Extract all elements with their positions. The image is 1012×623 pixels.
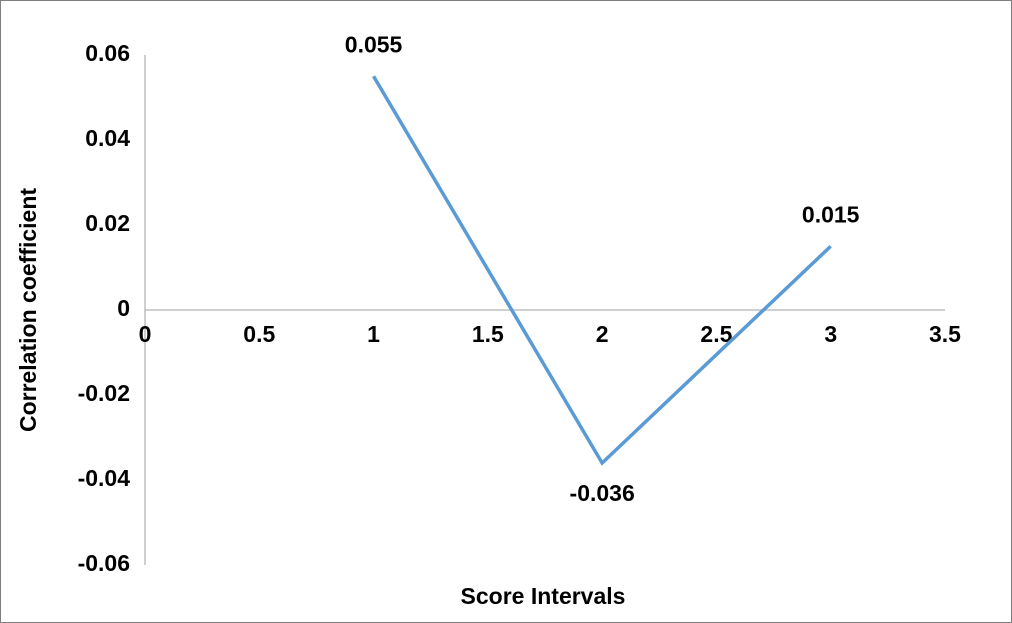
x-tick-label: 3.5: [929, 321, 961, 347]
x-tick-label: 0.5: [243, 321, 275, 347]
x-tick-label: 1.5: [472, 321, 504, 347]
line: [372, 75, 832, 466]
x-tick-label: 3: [824, 321, 837, 347]
y-tick-label: -0.02: [78, 380, 130, 406]
y-tick-label: -0.04: [78, 465, 131, 491]
y-axis-title: Correlation coefficient: [15, 188, 41, 432]
y-tick-label: 0: [117, 295, 130, 321]
x-tick-label: 2: [596, 321, 609, 347]
x-tick-label: 0: [139, 321, 152, 347]
data-label: -0.036: [570, 480, 635, 506]
y-tick-label: -0.06: [78, 550, 130, 576]
x-axis-title: Score Intervals: [461, 583, 626, 609]
y-tick-label: 0.02: [85, 210, 130, 236]
y-tick-label: 0.06: [85, 40, 130, 66]
x-tick-label: 1: [367, 321, 380, 347]
data-label: 0.055: [345, 31, 403, 57]
data-label: 0.015: [802, 201, 860, 227]
y-tick-label: 0.04: [85, 125, 130, 151]
